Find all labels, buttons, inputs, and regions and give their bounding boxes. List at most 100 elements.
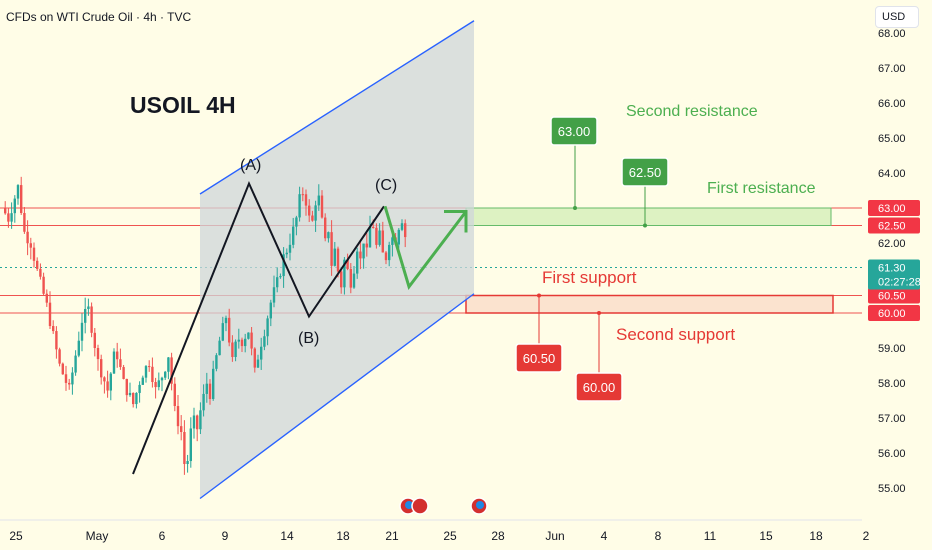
price-label-62.50: 62.50 bbox=[878, 221, 906, 233]
badge-first-support bbox=[515, 343, 563, 373]
candle-body bbox=[90, 306, 93, 333]
x-tick-label: 15 bbox=[759, 529, 773, 543]
x-tick-label: 25 bbox=[443, 529, 457, 543]
candle-body bbox=[116, 351, 119, 360]
y-tick-label: 58.00 bbox=[878, 378, 906, 390]
y-tick-label: 62.00 bbox=[878, 238, 906, 250]
candle-body bbox=[122, 367, 125, 379]
candle-body bbox=[138, 384, 141, 393]
y-tick-label: 64.00 bbox=[878, 168, 906, 180]
projection-path bbox=[383, 205, 468, 291]
badge-first-resistance-dot bbox=[643, 223, 647, 228]
candle-body bbox=[23, 212, 26, 232]
candle-body bbox=[343, 259, 346, 288]
candle-body bbox=[96, 347, 100, 360]
x-tick-label: 9 bbox=[222, 529, 229, 543]
candle-body bbox=[359, 251, 362, 259]
candle-body bbox=[397, 229, 400, 245]
channel-lower-line bbox=[199, 293, 475, 500]
badge-second-resistance-label: 63.00 bbox=[558, 124, 591, 139]
candle-body bbox=[141, 377, 144, 385]
candle-body bbox=[362, 243, 365, 259]
candle-body bbox=[304, 194, 308, 206]
candle-body bbox=[202, 393, 205, 411]
candle-body bbox=[336, 248, 340, 272]
symbol-title: CFDs on WTI Crude Oil · 4h · TVC bbox=[6, 10, 192, 24]
candle-body bbox=[32, 247, 36, 261]
x-tick-label: May bbox=[86, 529, 109, 543]
candle-body bbox=[324, 217, 327, 239]
projection-arrowhead bbox=[444, 210, 468, 233]
x-tick-label: 6 bbox=[159, 529, 166, 543]
x-tick-label: 28 bbox=[491, 529, 505, 543]
y-tick-label: 67.00 bbox=[878, 63, 906, 75]
candle-body bbox=[244, 338, 247, 347]
candle-body bbox=[215, 355, 218, 369]
x-tick-label: 18 bbox=[336, 529, 350, 543]
last-price-label: 61.30 bbox=[878, 263, 906, 275]
candle-body bbox=[221, 323, 224, 341]
candle-body bbox=[119, 359, 122, 368]
candle-body bbox=[288, 244, 292, 253]
candle-body bbox=[212, 368, 215, 399]
event-flag-icon-inner bbox=[405, 501, 413, 509]
candle-body bbox=[263, 336, 266, 347]
badge-second-support-label: 60.00 bbox=[583, 380, 616, 395]
candle-body bbox=[128, 392, 132, 396]
candle-body bbox=[356, 251, 359, 274]
candle-body bbox=[26, 231, 29, 244]
candle-body bbox=[320, 195, 324, 218]
annotation-second-resistance: Second resistance bbox=[626, 103, 758, 120]
candle-body bbox=[228, 317, 231, 343]
price-label-box bbox=[868, 200, 920, 216]
candle-body bbox=[58, 349, 61, 364]
x-tick-label: 8 bbox=[655, 529, 662, 543]
candle-body bbox=[13, 198, 16, 214]
candle-body bbox=[384, 252, 388, 261]
candle-body bbox=[400, 223, 404, 230]
currency-button[interactable]: USD bbox=[875, 6, 919, 28]
badge-first-support-dot bbox=[537, 293, 541, 298]
candle-body bbox=[160, 377, 164, 381]
x-tick-label: 21 bbox=[385, 529, 399, 543]
candle-body bbox=[151, 366, 154, 383]
y-tick-label: 68.00 bbox=[878, 28, 906, 40]
candle-body bbox=[10, 213, 13, 222]
candle-body bbox=[378, 230, 381, 245]
candle-body bbox=[333, 248, 336, 266]
x-tick-label: 4 bbox=[601, 529, 608, 543]
candle-body bbox=[298, 194, 301, 218]
candle-body bbox=[186, 461, 189, 465]
candle-body bbox=[180, 426, 183, 433]
candle-body bbox=[330, 232, 333, 266]
last-price-box bbox=[868, 259, 920, 290]
candle-body bbox=[103, 377, 106, 382]
wave-label-a: (A) bbox=[240, 157, 261, 174]
candle-body bbox=[68, 382, 71, 385]
y-tick-label: 59.00 bbox=[878, 343, 906, 355]
candle-body bbox=[301, 194, 304, 196]
candle-body bbox=[352, 273, 356, 288]
candle-body bbox=[260, 346, 263, 360]
candle-body bbox=[199, 410, 202, 430]
x-tick-label: 25 bbox=[9, 529, 23, 543]
candle-body bbox=[311, 215, 314, 221]
candle-body bbox=[16, 185, 20, 199]
candle-body bbox=[381, 230, 384, 253]
candle-body bbox=[109, 373, 112, 391]
candle-body bbox=[36, 260, 39, 269]
channel-upper-line bbox=[199, 20, 475, 195]
candle-body bbox=[365, 243, 368, 248]
candle-body bbox=[80, 322, 84, 341]
x-tick-label: Jun bbox=[545, 529, 564, 543]
candle-body bbox=[154, 382, 157, 388]
candle-body bbox=[93, 332, 96, 348]
candle-body bbox=[61, 363, 64, 375]
candle-body bbox=[314, 205, 317, 221]
candle-body bbox=[29, 243, 32, 248]
candle-body bbox=[250, 332, 253, 349]
annotation-second-support: Second support bbox=[616, 325, 735, 344]
x-tick-label: 18 bbox=[809, 529, 823, 543]
